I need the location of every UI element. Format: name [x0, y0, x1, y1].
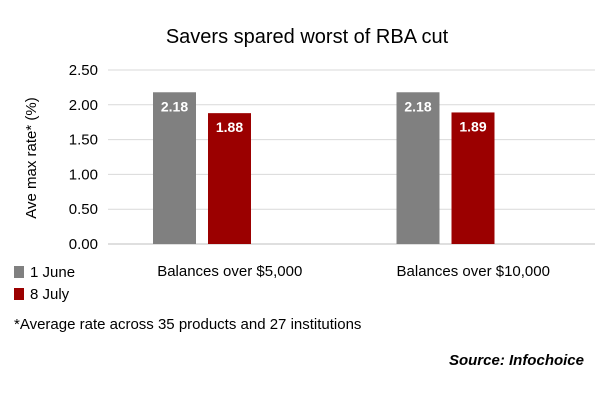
data-label: 1.89: [459, 118, 486, 134]
y-axis-label: Ave max rate* (%): [23, 97, 40, 218]
x-tick-label: Balances over $5,000: [157, 263, 302, 280]
y-tick-label: 0.50: [69, 201, 98, 218]
bar-1-june: [396, 92, 440, 244]
bar-1-june: [153, 92, 196, 244]
y-tick-label: 2.50: [69, 62, 98, 79]
x-tick-labels: Balances over $5,000 Balances over $10,00…: [157, 263, 550, 280]
bar-8-july: [208, 113, 251, 244]
footnote: *Average rate across 35 products and 27 …: [14, 316, 362, 333]
data-label: 1.88: [216, 119, 243, 135]
source-credit: Source: Infochoice: [448, 352, 584, 369]
legend-swatch: [14, 288, 24, 300]
legend-label: 8 July: [30, 286, 70, 303]
chart-title: Savers spared worst of RBA cut: [166, 26, 449, 48]
data-label: 2.18: [161, 98, 188, 114]
y-tick-label: 2.00: [69, 97, 98, 114]
y-tick-label: 0.00: [69, 236, 98, 253]
y-tick-label: 1.50: [69, 132, 98, 149]
bar-8-july: [451, 112, 495, 245]
legend-swatch: [14, 266, 24, 278]
legend: 1 June 8 July: [14, 264, 75, 303]
x-tick-label: Balances over $10,000: [397, 263, 550, 280]
data-labels: 2.18 1.88 2.18 1.89: [161, 98, 487, 135]
y-tick-label: 1.00: [69, 166, 98, 183]
data-label: 2.18: [404, 98, 431, 114]
legend-label: 1 June: [30, 264, 75, 281]
y-tick-labels: 0.00 0.50 1.00 1.50 2.00 2.50: [69, 62, 98, 253]
bars: [153, 92, 495, 245]
